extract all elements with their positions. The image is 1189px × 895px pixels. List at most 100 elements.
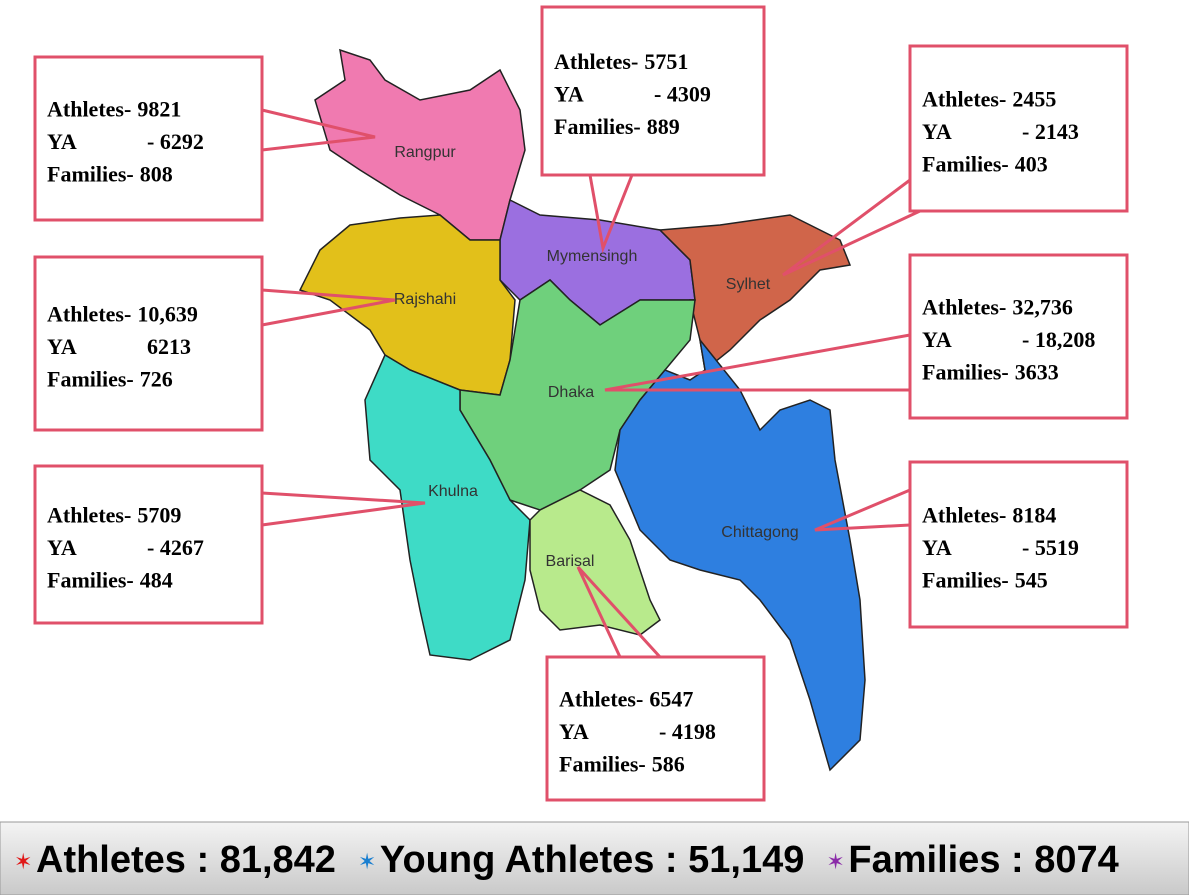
line-value: - 18,208 <box>1022 327 1095 352</box>
line-label: YA <box>922 535 952 560</box>
line-value: 6213 <box>147 334 191 359</box>
callout-pointer <box>261 288 396 327</box>
line-label: Families- <box>559 752 646 777</box>
line-value: 889 <box>647 114 680 139</box>
line-label: Athletes- <box>922 87 1006 112</box>
callout-box <box>33 464 264 625</box>
callout-line: Families- 808 <box>47 162 173 187</box>
line-value: 545 <box>1015 568 1048 593</box>
region-label: Chittagong <box>721 524 798 541</box>
line-label: Families- <box>47 162 134 187</box>
line-value: - 6292 <box>147 129 204 154</box>
line-label: Families- <box>554 114 641 139</box>
map: Rangpur Mymensingh Sylhet Rajshahi Dhaka Khul… <box>298 48 866 772</box>
line-label: Families- <box>47 367 134 392</box>
callout-box <box>545 655 766 802</box>
callout-line: Athletes- 6547 <box>559 687 693 712</box>
line-value: 403 <box>1015 152 1048 177</box>
callout-box <box>540 5 766 177</box>
line-label: Athletes- <box>559 687 643 712</box>
line-value: - 5519 <box>1022 535 1079 560</box>
line-value: 5751 <box>644 49 688 74</box>
callout-box <box>908 460 1129 629</box>
region-label: Rangpur <box>394 144 456 161</box>
callout-pointer <box>261 491 426 527</box>
total-star: ✶ <box>358 850 376 875</box>
region <box>614 337 866 772</box>
line-label: Athletes- <box>47 503 131 528</box>
callout-line: Athletes- 5709 <box>47 503 181 528</box>
line-value: 586 <box>652 752 685 777</box>
callout-pointer <box>576 565 662 659</box>
callout-pointer <box>782 178 921 277</box>
region-label: Barisal <box>546 553 595 570</box>
callout-line: YA - 4267 <box>47 535 204 560</box>
region-label: Dhaka <box>548 384 594 401</box>
line-label: Athletes- <box>47 302 131 327</box>
callout-box <box>33 55 264 222</box>
callout-line: Families- 403 <box>922 152 1048 177</box>
line-value: 32,736 <box>1012 295 1073 320</box>
total-star: ✶ <box>14 850 32 875</box>
line-label: Families- <box>922 360 1009 385</box>
callout-box <box>908 253 1129 420</box>
totals-bar <box>0 821 1189 895</box>
line-value: 5709 <box>137 503 181 528</box>
line-value: 484 <box>140 568 173 593</box>
line-label: Families- <box>922 568 1009 593</box>
callout-line: YA 6213 <box>47 334 191 359</box>
line-value: - 4309 <box>654 82 711 107</box>
callout-line: Families- 889 <box>554 114 680 139</box>
total-star: ✶ <box>826 850 844 875</box>
line-label: YA <box>554 82 584 107</box>
callout-line: Families- 484 <box>47 568 173 593</box>
callout-line: Families- 726 <box>47 367 173 392</box>
line-label: Athletes- <box>47 97 131 122</box>
region-label: Mymensingh <box>547 248 638 265</box>
line-value: - 4267 <box>147 535 204 560</box>
region <box>364 353 531 661</box>
line-label: YA <box>922 327 952 352</box>
line-label: YA <box>922 119 952 144</box>
line-label: YA <box>47 535 77 560</box>
line-label: Families- <box>922 152 1009 177</box>
line-value: 8184 <box>1012 503 1056 528</box>
callout-line: YA - 4309 <box>554 82 711 107</box>
region-label: Rajshahi <box>394 291 456 308</box>
total-text: Athletes : 81,842 <box>36 839 336 881</box>
callout-line: Athletes- 5751 <box>554 49 688 74</box>
callout-line: Athletes- 32,736 <box>922 295 1073 320</box>
line-label: YA <box>47 334 77 359</box>
line-label: YA <box>559 719 589 744</box>
line-label: Athletes- <box>554 49 638 74</box>
region-label: Khulna <box>428 483 478 500</box>
callout-line: Families- 586 <box>559 752 685 777</box>
callout-line: Families- 3633 <box>922 360 1059 385</box>
callout-line: Athletes- 10,639 <box>47 302 198 327</box>
callout-pointer <box>588 174 634 254</box>
callout-line: Athletes- 9821 <box>47 97 181 122</box>
line-value: 808 <box>140 162 173 187</box>
line-value: 726 <box>140 367 173 392</box>
callout-pointer <box>261 108 376 152</box>
line-label: Families- <box>47 568 134 593</box>
line-label: YA <box>47 129 77 154</box>
line-value: - 2143 <box>1022 119 1079 144</box>
callout-line: Athletes- 8184 <box>922 503 1056 528</box>
line-label: Athletes- <box>922 295 1006 320</box>
callout-box <box>33 255 264 432</box>
callout-line: Athletes- 2455 <box>922 87 1056 112</box>
line-label: Athletes- <box>922 503 1006 528</box>
line-value: 2455 <box>1012 87 1056 112</box>
callout-line: YA - 6292 <box>47 129 204 154</box>
line-value: - 4198 <box>659 719 716 744</box>
line-value: 3633 <box>1015 360 1059 385</box>
line-value: 6547 <box>649 687 693 712</box>
region-label: Sylhet <box>726 276 771 293</box>
callout-line: YA - 5519 <box>922 535 1079 560</box>
callout-line: YA - 2143 <box>922 119 1079 144</box>
total-text: Young Athletes : 51,149 <box>380 839 804 881</box>
line-value: 10,639 <box>137 302 198 327</box>
